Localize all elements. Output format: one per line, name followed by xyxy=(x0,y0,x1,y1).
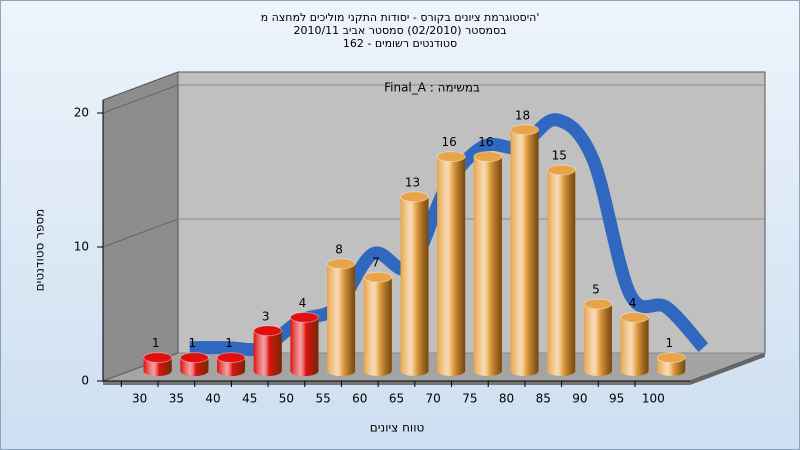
value-label: 16 xyxy=(478,135,493,149)
x-tick-label: 85 xyxy=(536,392,551,406)
value-label: 16 xyxy=(442,135,457,149)
y-tick-label: 20 xyxy=(74,106,89,120)
bar-shade xyxy=(180,357,209,377)
value-label: 1 xyxy=(152,336,160,350)
chart-title: היסטוגרמת ציונים בקורס - יסודות התקני מו… xyxy=(261,11,540,24)
bar-top xyxy=(546,164,576,176)
value-label: 15 xyxy=(552,149,567,163)
bar xyxy=(363,271,393,377)
y-tick-label: 10 xyxy=(74,240,89,254)
x-tick-label: 30 xyxy=(132,392,147,406)
bar-top xyxy=(179,352,209,364)
bar xyxy=(253,325,283,377)
bar-top xyxy=(400,191,429,203)
bar-shade xyxy=(363,277,392,377)
x-tick-label: 80 xyxy=(499,392,514,406)
floor-edge xyxy=(103,381,690,385)
x-tick-label: 50 xyxy=(279,392,294,406)
x-axis-label: טווח ציונים xyxy=(370,421,425,435)
grid-line xyxy=(102,84,179,114)
value-label: 1 xyxy=(665,336,673,350)
bar-top xyxy=(510,124,540,136)
bar-top xyxy=(216,352,246,364)
annotation: במשימה : Final_A xyxy=(384,81,480,95)
bar xyxy=(473,151,503,377)
value-label: 4 xyxy=(299,296,307,310)
bar xyxy=(436,151,466,377)
bar xyxy=(216,352,246,377)
bar xyxy=(510,124,540,377)
value-label: 13 xyxy=(405,175,420,189)
value-label: 1 xyxy=(225,336,233,350)
x-tick-label: 75 xyxy=(462,392,477,406)
value-label: 4 xyxy=(629,296,637,310)
x-tick-label: 65 xyxy=(389,392,404,406)
x-tick-label: 60 xyxy=(352,392,367,406)
floor-edge xyxy=(690,353,765,385)
bar-top xyxy=(473,151,503,163)
bar-top xyxy=(326,258,356,270)
bar-top xyxy=(289,311,319,323)
x-tick-label: 45 xyxy=(242,392,257,406)
bar-shade xyxy=(437,156,466,377)
bar xyxy=(400,191,429,377)
bar-shade xyxy=(620,317,649,377)
bar xyxy=(143,352,173,377)
bar-top xyxy=(656,352,686,364)
x-tick-label: 90 xyxy=(572,392,587,406)
bar-top xyxy=(253,325,283,337)
value-label: 3 xyxy=(262,309,270,323)
bar xyxy=(326,258,356,377)
bar-shade xyxy=(473,156,502,377)
x-tick-label: 100 xyxy=(642,392,665,406)
value-label: 8 xyxy=(335,242,343,256)
chart-subtitle: בסמסטר (02/2010) סמסטר אביב 2010/11 xyxy=(293,24,506,37)
grid-line xyxy=(102,218,179,248)
bar-top xyxy=(620,311,650,323)
bar-shade xyxy=(217,357,246,377)
bar-shade xyxy=(583,304,612,377)
bar-top xyxy=(363,271,393,283)
x-tick-label: 40 xyxy=(205,392,220,406)
bar xyxy=(546,164,576,377)
bar xyxy=(289,311,319,377)
bar-shade xyxy=(143,357,172,377)
bar xyxy=(179,352,209,377)
value-label: 7 xyxy=(372,256,380,270)
x-tick-label: 35 xyxy=(169,392,184,406)
left-wall xyxy=(102,71,179,382)
bar-shade xyxy=(510,129,539,377)
bar-top xyxy=(583,298,613,310)
y-axis-label: מספר סטודנטים xyxy=(33,209,47,292)
bar xyxy=(656,352,686,377)
bar-shade xyxy=(547,170,576,377)
bar-top xyxy=(436,151,466,163)
bar xyxy=(583,298,613,377)
bar-top xyxy=(143,352,173,364)
x-tick-label: 95 xyxy=(609,392,624,406)
bar xyxy=(620,311,650,377)
y-tick-label: 0 xyxy=(81,374,89,388)
bar-shade xyxy=(400,196,429,377)
x-tick-label: 70 xyxy=(426,392,441,406)
value-label: 5 xyxy=(592,283,600,297)
bar-shade xyxy=(290,317,319,377)
bar-shade xyxy=(327,263,356,377)
chart-subtitle: סטודנטים רשומים - 162 xyxy=(343,37,457,50)
bar-shade xyxy=(253,330,282,377)
x-tick-label: 55 xyxy=(315,392,330,406)
value-label: 1 xyxy=(189,336,197,350)
bar-shade xyxy=(657,357,686,377)
value-label: 18 xyxy=(515,108,530,122)
